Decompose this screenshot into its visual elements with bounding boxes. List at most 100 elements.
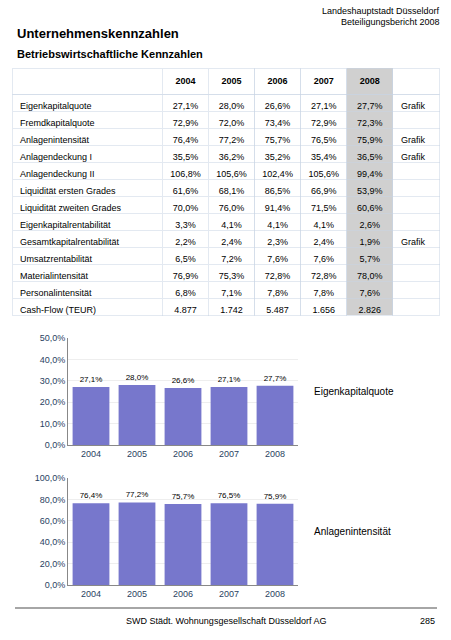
svg-text:76,9%: 76,9% xyxy=(173,271,199,281)
svg-text:72,0%: 72,0% xyxy=(219,118,245,128)
svg-text:105,6%: 105,6% xyxy=(308,169,339,179)
svg-text:76,4%: 76,4% xyxy=(80,491,103,500)
svg-text:27,7%: 27,7% xyxy=(264,374,287,383)
svg-text:70,0%: 70,0% xyxy=(173,203,199,213)
svg-text:75,9%: 75,9% xyxy=(264,492,287,501)
svg-text:Materialintensität: Materialintensität xyxy=(20,271,89,281)
svg-text:5,7%: 5,7% xyxy=(360,254,381,264)
svg-text:72,8%: 72,8% xyxy=(265,271,291,281)
svg-text:106,8%: 106,8% xyxy=(170,169,201,179)
svg-text:2005: 2005 xyxy=(221,76,241,86)
svg-text:72,3%: 72,3% xyxy=(357,118,383,128)
svg-text:28,0%: 28,0% xyxy=(126,373,149,382)
svg-text:2.826: 2.826 xyxy=(359,305,382,315)
svg-text:4,1%: 4,1% xyxy=(221,220,242,230)
svg-text:Anlagenintensität: Anlagenintensität xyxy=(20,135,90,145)
svg-text:2006: 2006 xyxy=(173,589,193,599)
svg-text:2,4%: 2,4% xyxy=(221,237,242,247)
svg-text:2004: 2004 xyxy=(81,589,101,599)
svg-text:2004: 2004 xyxy=(81,449,101,459)
svg-text:1,9%: 1,9% xyxy=(360,237,381,247)
svg-text:76,0%: 76,0% xyxy=(219,203,245,213)
svg-text:7,6%: 7,6% xyxy=(360,288,381,298)
svg-text:2008: 2008 xyxy=(360,76,380,86)
svg-text:1.742: 1.742 xyxy=(220,305,243,315)
svg-text:Umsatzrentabilität: Umsatzrentabilität xyxy=(20,254,93,264)
svg-text:4.877: 4.877 xyxy=(174,305,197,315)
svg-text:75,9%: 75,9% xyxy=(357,135,383,145)
svg-text:10,0%: 10,0% xyxy=(40,419,66,429)
svg-text:Gesamtkapitalrentabilität: Gesamtkapitalrentabilität xyxy=(20,237,120,247)
svg-text:99,4%: 99,4% xyxy=(357,169,383,179)
svg-text:75,7%: 75,7% xyxy=(265,135,291,145)
svg-text:53,9%: 53,9% xyxy=(357,186,383,196)
svg-text:30,0%: 30,0% xyxy=(40,376,66,386)
svg-text:Eigenkapitalrentabilität: Eigenkapitalrentabilität xyxy=(20,220,111,230)
svg-text:27,1%: 27,1% xyxy=(80,375,103,384)
svg-text:40,0%: 40,0% xyxy=(40,355,66,365)
svg-text:7,6%: 7,6% xyxy=(313,254,334,264)
svg-text:76,5%: 76,5% xyxy=(311,135,337,145)
svg-text:35,5%: 35,5% xyxy=(173,152,199,162)
svg-text:Liquidität zweiten Grades: Liquidität zweiten Grades xyxy=(20,203,122,213)
svg-text:Personalintensität: Personalintensität xyxy=(20,288,92,298)
svg-text:2007: 2007 xyxy=(314,76,334,86)
svg-text:7,1%: 7,1% xyxy=(221,288,242,298)
svg-text:285: 285 xyxy=(420,616,435,626)
svg-text:27,7%: 27,7% xyxy=(357,101,383,111)
svg-text:76,4%: 76,4% xyxy=(173,135,199,145)
svg-text:Grafik: Grafik xyxy=(401,101,426,111)
svg-text:Grafik: Grafik xyxy=(401,135,426,145)
svg-text:50,0%: 50,0% xyxy=(40,333,66,343)
svg-text:2,6%: 2,6% xyxy=(360,220,381,230)
svg-text:2008: 2008 xyxy=(265,449,285,459)
svg-text:Cash-Flow (TEUR): Cash-Flow (TEUR) xyxy=(20,305,96,315)
svg-text:Grafik: Grafik xyxy=(401,152,426,162)
svg-text:Liquidität ersten Grades: Liquidität ersten Grades xyxy=(20,186,116,196)
svg-text:72,9%: 72,9% xyxy=(311,118,337,128)
svg-text:86,5%: 86,5% xyxy=(265,186,291,196)
svg-text:75,7%: 75,7% xyxy=(172,492,195,501)
svg-text:60,0%: 60,0% xyxy=(40,516,66,526)
svg-text:2,2%: 2,2% xyxy=(175,237,196,247)
svg-text:2007: 2007 xyxy=(219,589,239,599)
svg-text:Unternehmenskennzahlen: Unternehmenskennzahlen xyxy=(17,26,179,41)
svg-text:2006: 2006 xyxy=(268,76,288,86)
svg-text:Beteiligungsbericht 2008: Beteiligungsbericht 2008 xyxy=(341,17,440,27)
svg-text:102,4%: 102,4% xyxy=(262,169,293,179)
svg-text:4,1%: 4,1% xyxy=(313,220,334,230)
svg-text:20,0%: 20,0% xyxy=(40,397,66,407)
svg-text:1.656: 1.656 xyxy=(312,305,335,315)
svg-text:77,2%: 77,2% xyxy=(126,490,149,499)
svg-text:7,8%: 7,8% xyxy=(267,288,288,298)
svg-text:6,5%: 6,5% xyxy=(175,254,196,264)
svg-text:7,8%: 7,8% xyxy=(313,288,334,298)
svg-text:71,5%: 71,5% xyxy=(311,203,337,213)
svg-text:40,0%: 40,0% xyxy=(40,537,66,547)
svg-text:35,2%: 35,2% xyxy=(265,152,291,162)
svg-text:26,6%: 26,6% xyxy=(172,376,195,385)
svg-text:2005: 2005 xyxy=(127,449,147,459)
svg-text:28,0%: 28,0% xyxy=(219,101,245,111)
svg-text:61,6%: 61,6% xyxy=(173,186,199,196)
svg-text:7,2%: 7,2% xyxy=(221,254,242,264)
svg-text:4,1%: 4,1% xyxy=(267,220,288,230)
svg-text:27,1%: 27,1% xyxy=(311,101,337,111)
svg-text:6,8%: 6,8% xyxy=(175,288,196,298)
svg-text:Landeshauptstadt Düsseldorf: Landeshauptstadt Düsseldorf xyxy=(322,6,440,16)
svg-text:72,8%: 72,8% xyxy=(311,271,337,281)
svg-text:Betriebswirtschaftliche Kennza: Betriebswirtschaftliche Kennzahlen xyxy=(17,48,203,60)
svg-text:75,3%: 75,3% xyxy=(219,271,245,281)
svg-text:0,0%: 0,0% xyxy=(45,580,66,590)
svg-text:2005: 2005 xyxy=(127,589,147,599)
svg-text:76,5%: 76,5% xyxy=(218,491,241,500)
svg-text:36,2%: 36,2% xyxy=(219,152,245,162)
svg-text:7,6%: 7,6% xyxy=(267,254,288,264)
svg-text:Grafik: Grafik xyxy=(401,237,426,247)
svg-text:80,0%: 80,0% xyxy=(40,495,66,505)
svg-text:Anlagendeckung II: Anlagendeckung II xyxy=(20,169,95,179)
svg-text:5.487: 5.487 xyxy=(266,305,289,315)
svg-text:2007: 2007 xyxy=(219,449,239,459)
svg-text:36,5%: 36,5% xyxy=(357,152,383,162)
svg-text:78,0%: 78,0% xyxy=(357,271,383,281)
